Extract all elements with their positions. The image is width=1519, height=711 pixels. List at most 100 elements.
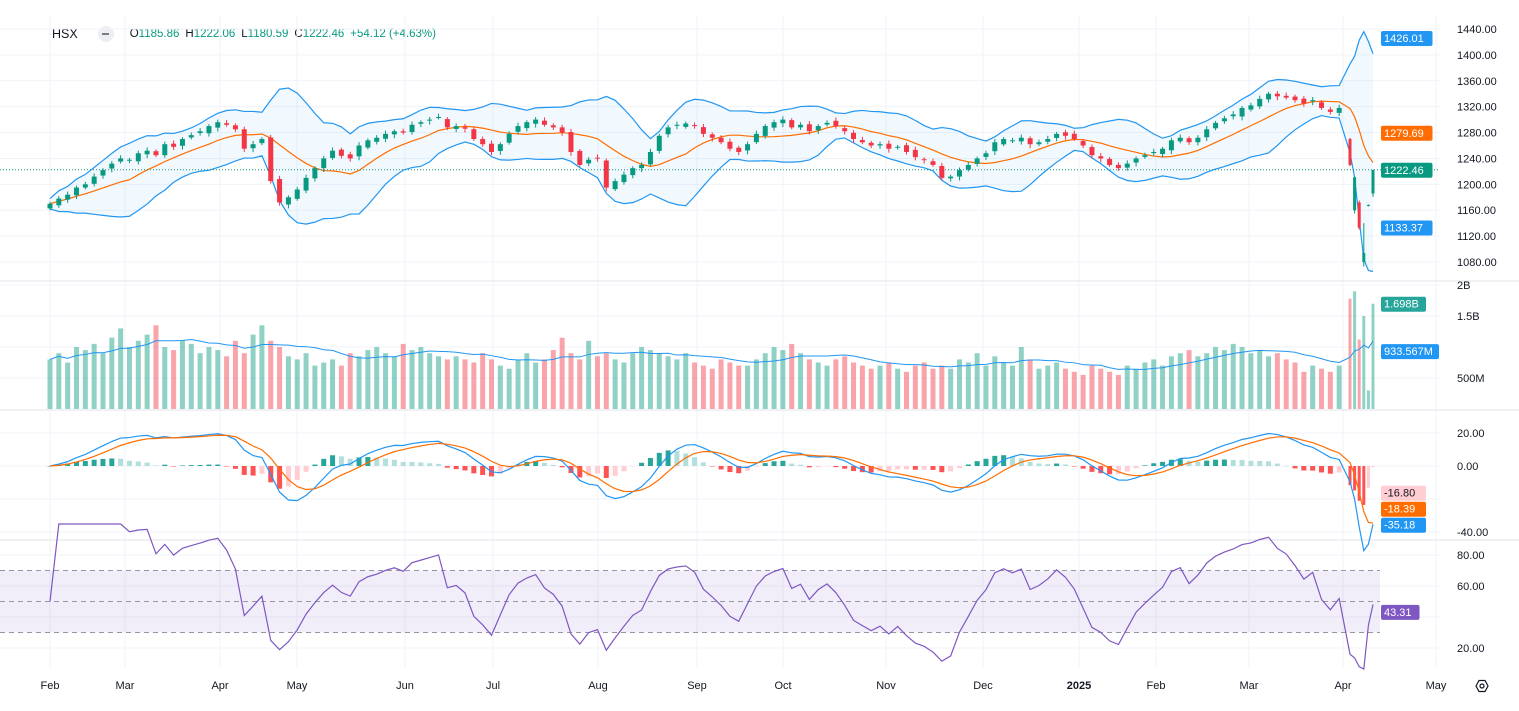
symbol-name[interactable]: HSX — [52, 27, 78, 41]
badge-bg — [1381, 485, 1426, 501]
macd-histogram-bar — [374, 457, 380, 466]
collapse-icon[interactable] — [97, 26, 114, 42]
candle — [1098, 153, 1104, 163]
candle-body — [1107, 158, 1113, 165]
macd-histogram-bar — [391, 459, 397, 466]
macd-histogram-bar — [197, 464, 203, 466]
rsi-tick-label: 80.00 — [1457, 550, 1485, 562]
volume-bar — [462, 359, 468, 409]
volume-bar — [939, 365, 945, 409]
candle — [851, 130, 857, 143]
macd-histogram-bar — [47, 466, 53, 467]
candle — [904, 142, 910, 155]
macd-histogram-bar — [956, 466, 962, 469]
volume-bar — [524, 353, 530, 409]
macd-histogram-bar — [365, 457, 371, 466]
candle — [73, 185, 79, 200]
volume-bar — [259, 325, 265, 409]
candle — [480, 136, 486, 147]
badge-text: 1133.37 — [1384, 222, 1423, 234]
candle — [56, 195, 62, 208]
volume-bar — [1027, 359, 1033, 409]
volume-bar — [197, 353, 203, 409]
volume-bar — [1018, 347, 1024, 409]
volume-ma-line — [49, 339, 1374, 370]
candle-body — [842, 128, 848, 132]
candle — [197, 128, 203, 136]
candle-body — [1071, 133, 1077, 140]
candle — [91, 173, 97, 187]
candle-body — [171, 143, 177, 147]
volume-bar — [1221, 350, 1227, 409]
macd-histogram-bar — [709, 466, 715, 467]
macd-histogram-bar — [462, 466, 468, 471]
candle — [1213, 120, 1219, 131]
time-axis-label: Feb — [41, 680, 60, 692]
bb-lower-badge: 1133.37 — [1381, 220, 1433, 236]
candle — [815, 124, 821, 135]
candle-body — [1001, 139, 1007, 145]
candle-body — [877, 144, 883, 146]
volume-bar — [1001, 362, 1007, 409]
macd-histogram-bar — [277, 466, 283, 489]
candle — [568, 128, 574, 156]
candle-body — [471, 129, 477, 140]
macd-histogram-bar — [506, 466, 512, 469]
macd-histogram-bar — [974, 461, 980, 466]
candle — [1230, 111, 1236, 120]
volume-bar — [1266, 356, 1272, 409]
volume-bar — [1036, 368, 1042, 409]
volume-bar — [868, 368, 874, 409]
candle — [965, 161, 971, 172]
candle — [118, 155, 124, 164]
candle — [921, 157, 927, 164]
volume-bar — [1327, 371, 1333, 409]
candle-body — [480, 139, 486, 145]
candle — [877, 141, 883, 149]
macd-histogram-bar — [603, 466, 609, 478]
macd-histogram-bar — [453, 466, 459, 470]
candle — [471, 127, 477, 141]
macd-histogram-bar — [1371, 466, 1375, 468]
badge-text: -18.39 — [1384, 504, 1415, 516]
volume-bar — [285, 356, 291, 409]
volume-bar — [992, 356, 998, 409]
candle — [1124, 160, 1130, 171]
candle — [656, 133, 662, 154]
volume-bar — [639, 347, 645, 409]
candle-body — [745, 144, 751, 151]
candle-body — [338, 149, 344, 156]
macd-histogram-bar — [1151, 463, 1157, 466]
badge-bg — [1381, 220, 1433, 236]
rsi-tick-label: 60.00 — [1457, 581, 1485, 593]
macd-histogram-bar — [612, 466, 618, 476]
badge-text: 933.567M — [1384, 346, 1433, 358]
gear-icon[interactable] — [1475, 679, 1489, 693]
macd-histogram-bar — [1266, 461, 1272, 466]
candle-body — [639, 164, 645, 169]
candle — [312, 166, 318, 182]
candle-body — [1168, 140, 1174, 151]
macd-histogram-bar — [215, 464, 221, 466]
candle — [948, 174, 954, 182]
macd-histogram-bar — [1283, 465, 1289, 467]
candle-body — [1366, 205, 1370, 207]
candle-body — [418, 122, 424, 124]
candle-body — [383, 133, 389, 139]
candle-body — [224, 123, 230, 125]
macd-histogram-bar — [1362, 466, 1366, 505]
macd-histogram-bar — [683, 453, 689, 466]
volume-bar — [1213, 347, 1219, 409]
volume-bar — [771, 347, 777, 409]
time-axis-label: Nov — [876, 680, 896, 692]
macd-histogram-bar — [930, 466, 936, 470]
candle-body — [285, 197, 291, 205]
candle-body — [259, 139, 265, 144]
macd-histogram-bar — [153, 465, 159, 466]
candle — [1036, 139, 1042, 147]
candle-body — [444, 119, 450, 128]
candle-body — [594, 157, 600, 159]
macd-line — [49, 432, 1374, 553]
candle-body — [206, 126, 212, 134]
